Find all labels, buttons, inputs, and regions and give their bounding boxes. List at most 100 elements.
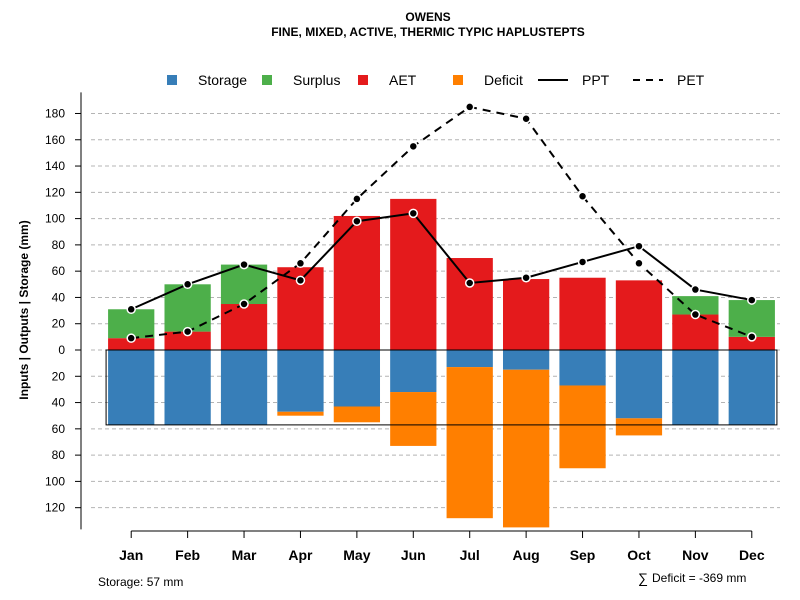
legend-label: Deficit [484,72,523,88]
x-tick-label: May [343,547,370,563]
x-tick-label: Nov [682,547,709,563]
point-pet [126,333,136,343]
point-ppt [126,304,136,315]
legend-label: AET [389,72,417,88]
storage-frame [105,349,778,426]
bar-storage [220,350,268,425]
point-ppt [747,295,757,305]
bar-storage [390,350,437,393]
bar-deficit [333,406,381,423]
point-ppt [690,284,701,295]
bar-aet [728,336,775,350]
point-ppt [352,216,362,226]
bar-surplus [220,264,268,305]
point-pet [464,102,475,112]
point-ppt [295,275,306,286]
storage-footnote: Storage: 57 mm [98,575,183,589]
y-tick-label: 20 [52,369,66,383]
bar-aet [615,280,663,350]
chart-title: OWENS [405,10,450,24]
bar-aet [502,279,550,350]
bar-surplus [108,309,155,339]
point-ppt [239,259,249,270]
legend-label: Storage [198,72,247,88]
deficit-sum-icon: ∑ [638,570,648,586]
bar-aet [390,198,437,350]
bar-storage [108,350,155,425]
point-pet [577,191,588,202]
point-pet [634,258,644,269]
y-tick-label: 40 [52,396,66,410]
y-tick-label: 60 [52,422,66,436]
x-tick-label: Jun [401,547,426,563]
point-ppt [521,272,531,283]
point-pet [295,258,306,269]
bar-deficit [559,385,606,469]
point-ppt [464,278,475,288]
point-pet [352,194,362,204]
legend-item-ppt: PPT [538,72,610,88]
bar-aet [164,331,211,350]
bar-deficit [615,418,663,436]
storage-capacity-box [105,349,778,426]
x-tick-label: Aug [513,547,540,563]
x-tick-label: Apr [288,547,313,563]
x-tick-label: Feb [175,547,200,563]
bar-storage [333,350,381,407]
bar-storage [446,350,493,368]
legend-label: PET [677,72,705,88]
point-ppt [634,241,644,251]
bar-storage [615,350,663,419]
bar-storage [672,350,719,425]
point-pet [521,113,531,124]
bars [108,198,775,528]
line-pet [131,105,753,340]
point-pet [239,299,249,309]
x-tick-label: Dec [739,547,765,563]
y-tick-label: 80 [52,238,66,252]
legend-item-storage: Storage [167,72,247,88]
point-pet [690,309,701,320]
y-tick-label: 180 [45,106,65,120]
bar-storage [164,350,211,425]
bar-storage [277,350,324,412]
bar-storage [502,350,550,370]
line-ppt [130,212,752,311]
axes: 180 160 140 120 100 80 60 40 20 0 20 40 60 80 100 120 Ja… [45,92,765,563]
y-tick-label: 60 [52,264,66,278]
point-pet [747,332,757,342]
bar-storage [559,350,606,386]
point-pet [182,326,193,337]
y-tick-label: 140 [45,159,65,173]
x-tick-label: Jan [119,547,143,563]
chart-subtitle: FINE, MIXED, ACTIVE, THERMIC TYPIC HAPLU… [271,25,585,39]
legend-item-pet: PET [633,72,705,88]
point-ppt [182,279,193,290]
bar-surplus [672,296,719,315]
y-tick-label: 40 [52,290,66,304]
y-axis-label: Inputs | Outputs | Storage (mm) [17,220,31,399]
y-tick-label: 0 [58,343,65,357]
legend-swatch [358,75,368,85]
point-ppt [577,257,588,267]
legend-label: Surplus [293,72,340,88]
bar-deficit [277,411,324,416]
y-tick-label: 20 [52,317,66,331]
y-tick-label: 100 [45,212,65,226]
x-tick-label: Jul [460,547,480,563]
legend-item-deficit: Deficit [453,72,523,88]
bar-deficit [446,367,493,519]
y-tick-label: 120 [45,501,65,515]
bar-aet [108,338,155,350]
point-pet [408,141,419,152]
legend-label: PPT [582,72,610,88]
y-tick-label: 100 [45,474,65,488]
series-lines [126,102,757,343]
legend-swatch [453,75,463,85]
bar-deficit [390,392,437,446]
y-tick-label: 120 [45,185,65,199]
legend: Storage Surplus AET Deficit PPT PET [167,72,705,88]
x-tick-label: Mar [232,547,257,563]
bar-aet [446,258,493,350]
